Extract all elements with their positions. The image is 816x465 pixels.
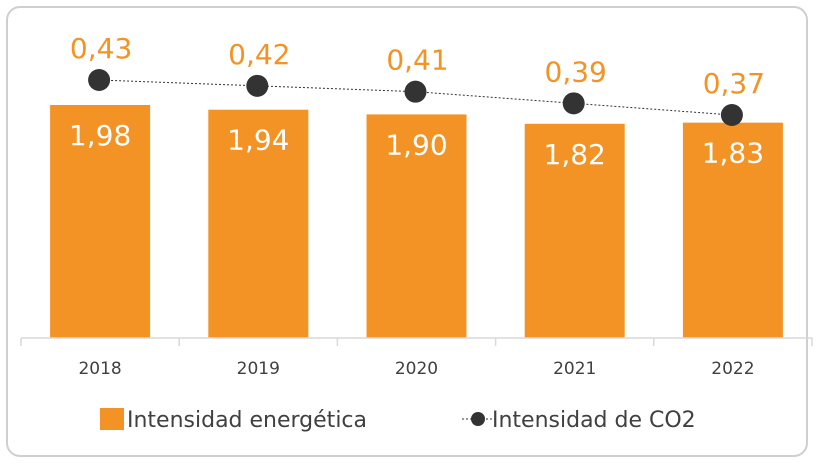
x-tick-label: 2019 [237, 359, 280, 379]
co2-value-label: 0,39 [545, 55, 607, 88]
co2-point [720, 103, 743, 126]
x-axis: 2018 2019 2020 2021 2022 [20, 337, 813, 379]
co2-point [246, 74, 269, 97]
bar-value-label: 1,83 [702, 137, 764, 170]
legend-swatch-bar [100, 408, 124, 430]
legend: Intensidad energética Intensidad de CO2 [100, 408, 696, 433]
co2-value-label: 0,43 [70, 32, 132, 65]
co2-value-label: 0,42 [228, 38, 290, 71]
bar-value-label: 1,90 [385, 128, 447, 161]
co2-point [562, 92, 585, 115]
co2-point [404, 80, 427, 103]
bar-value-label: 1,94 [227, 124, 289, 157]
legend-label-line: Intensidad de CO2 [492, 408, 696, 433]
bar-series: 1,98 1,94 1,90 1,82 1,83 [50, 105, 783, 339]
line-series: 0,43 0,42 0,41 0,39 0,37 [70, 32, 765, 126]
bar-value-label: 1,98 [69, 119, 131, 152]
x-tick-label: 2018 [78, 359, 121, 379]
co2-value-label: 0,37 [703, 67, 765, 100]
bar-value-label: 1,82 [544, 138, 606, 171]
bar [366, 114, 467, 338]
bar [524, 123, 625, 339]
x-tick-label: 2020 [395, 359, 438, 379]
legend-label-bar: Intensidad energética [127, 408, 367, 433]
bar [208, 109, 309, 339]
co2-point [88, 69, 111, 91]
x-tick-label: 2021 [553, 359, 596, 379]
bar [682, 122, 783, 338]
x-tick-label: 2022 [711, 359, 754, 379]
bar [50, 105, 151, 338]
legend-dot-marker [471, 412, 485, 426]
co2-value-label: 0,41 [386, 44, 448, 77]
